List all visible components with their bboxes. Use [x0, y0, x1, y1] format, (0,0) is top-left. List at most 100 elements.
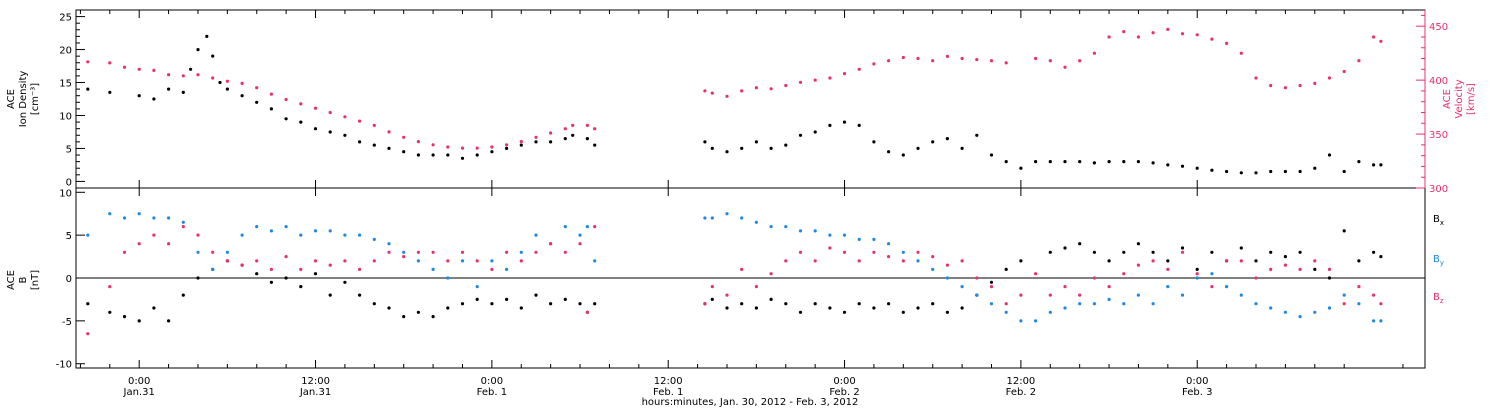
density-point: [402, 150, 406, 154]
density-point: [519, 143, 523, 147]
density-point: [1342, 169, 1346, 174]
density-point: [181, 90, 185, 94]
by-point: [1195, 276, 1199, 280]
velocity-point: [490, 145, 494, 149]
bz-point: [872, 250, 876, 254]
bottom-left-tick-label: 0: [66, 274, 72, 285]
bz-point: [299, 267, 303, 271]
density-point: [887, 150, 891, 154]
bz-point: [343, 259, 347, 263]
bx-point: [387, 306, 391, 310]
velocity-point: [1357, 59, 1361, 63]
by-point: [1269, 306, 1273, 310]
velocity-point: [1298, 83, 1302, 88]
bx-point: [108, 310, 112, 314]
density-point: [585, 137, 590, 141]
density-point: [108, 90, 112, 94]
bz-point: [167, 242, 171, 246]
velocity-point: [299, 102, 303, 106]
bz-point: [1122, 272, 1126, 276]
top-left-tick-label: 25: [59, 13, 72, 24]
bz-point: [563, 250, 567, 254]
bx-point: [1379, 255, 1383, 259]
by-point: [1298, 315, 1302, 319]
by-point: [211, 267, 215, 271]
velocity-point: [1166, 27, 1170, 31]
bx-point: [1078, 242, 1082, 246]
bz-point: [108, 285, 112, 289]
velocity-point: [813, 78, 817, 82]
bx-point: [181, 293, 185, 297]
top-left-tick-label: 5: [66, 144, 72, 155]
bx-point: [152, 306, 156, 310]
x-tick-date: Feb. 1: [477, 387, 507, 398]
top-right-tick-label: 400: [1429, 76, 1448, 87]
by-point: [372, 237, 376, 241]
velocity-point: [1078, 59, 1082, 63]
density-point: [189, 67, 193, 71]
bx-point: [372, 302, 376, 306]
bx-point: [534, 293, 538, 297]
density-point: [1195, 166, 1199, 170]
velocity-point: [137, 67, 141, 71]
by-point: [181, 220, 185, 224]
density-point: [269, 107, 273, 111]
velocity-point: [1313, 81, 1317, 85]
bx-point: [1166, 259, 1170, 263]
bottom-left-tick-label: -10: [56, 360, 72, 371]
velocity-point: [563, 127, 567, 131]
velocity-point: [431, 143, 435, 147]
bz-point: [828, 246, 832, 250]
bottom-left-ylabel-line1: ACE: [6, 270, 17, 290]
bz-point: [475, 259, 479, 263]
bx-point: [431, 315, 435, 319]
bz-point: [284, 255, 288, 259]
density-point: [975, 133, 979, 137]
bz-point: [328, 263, 332, 267]
bz-point: [916, 250, 920, 254]
x-tick-time: 12:00: [301, 376, 330, 387]
bz-point: [585, 310, 590, 314]
bx-point: [754, 306, 759, 310]
by-point: [152, 216, 156, 220]
top-right-ylabel-line1: ACE: [1442, 89, 1453, 109]
density-point: [1004, 160, 1008, 164]
by-point: [1078, 302, 1082, 306]
velocity-point: [989, 59, 994, 63]
top-right-ylabel-line3: [km/s]: [1466, 83, 1477, 115]
bx-point: [343, 280, 347, 284]
legend-by: By: [1433, 254, 1444, 267]
bx-point: [299, 285, 303, 289]
bz-point: [1210, 285, 1214, 289]
density-point: [901, 153, 905, 157]
bz-point: [1269, 267, 1273, 271]
bz-point: [901, 259, 905, 263]
bx-point: [1210, 250, 1214, 254]
x-tick-date: Feb. 2: [829, 387, 859, 398]
density-point: [167, 87, 171, 91]
density-point: [1298, 169, 1302, 174]
x-tick-date: Feb. 2: [1006, 387, 1036, 398]
bz-point: [372, 259, 376, 263]
density-point: [211, 54, 215, 58]
density-point: [798, 133, 803, 137]
velocity-point: [343, 115, 347, 119]
density-point: [1136, 160, 1140, 164]
by-point: [989, 302, 994, 306]
bx-point: [505, 297, 509, 301]
by-point: [343, 233, 347, 237]
density-point: [299, 120, 303, 124]
by-point: [1379, 319, 1383, 323]
bz-point: [754, 285, 759, 289]
bz-point: [1327, 267, 1332, 271]
bz-point: [416, 250, 420, 254]
legend: Bx By Bz: [1433, 214, 1444, 305]
bx-point: [284, 276, 288, 280]
density-point: [284, 117, 288, 121]
bx-point: [402, 315, 406, 319]
by-point: [475, 285, 479, 289]
top-left-tick-label: 10: [59, 111, 72, 122]
bz-point: [152, 233, 156, 237]
